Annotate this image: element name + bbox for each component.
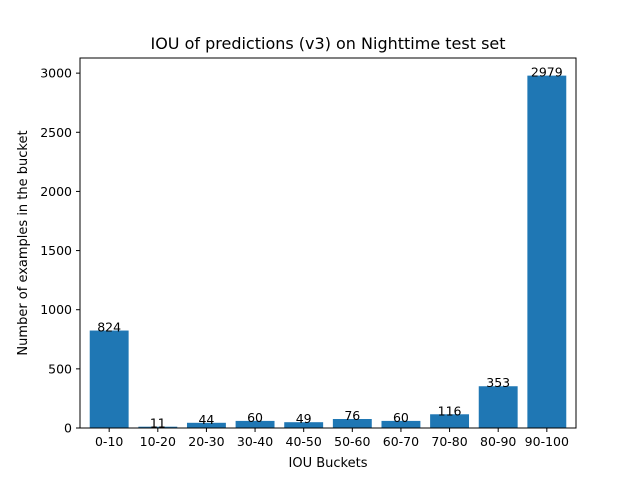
x-tick-label: 50-60	[334, 434, 370, 449]
y-axis-label: Number of examples in the bucket	[16, 130, 31, 355]
data-label-50-60: 76	[344, 408, 360, 423]
x-tick-label: 30-40	[237, 434, 273, 449]
y-tick-label: 2500	[40, 125, 72, 140]
bar-40-50	[284, 422, 324, 428]
data-label-60-70: 60	[393, 410, 409, 425]
x-tick-label: 70-80	[431, 434, 467, 449]
bars-layer: 824 11 44 60 49 76 60 116 353 2979	[89, 65, 567, 431]
x-tick-label: 10-20	[140, 434, 176, 449]
bar-20-30	[186, 422, 226, 428]
x-tick-label: 0-10	[95, 434, 123, 449]
data-label-80-90: 353	[486, 375, 510, 390]
bar-0-10	[89, 330, 129, 428]
bar-50-60	[332, 419, 372, 428]
bar-60-70	[381, 420, 421, 428]
y-tick-label: 1500	[40, 243, 72, 258]
bar-30-40	[235, 420, 275, 428]
y-tick-label: 3000	[40, 66, 72, 81]
bar-10-20	[138, 426, 178, 428]
data-label-10-20: 11	[150, 416, 166, 431]
data-label-90-100: 2979	[531, 65, 563, 80]
bar-70-80	[430, 414, 470, 428]
x-axis: 0-10 10-20 20-30 30-40 40-50 50-60 60-70 70-80 8…	[95, 428, 569, 449]
data-label-30-40: 60	[247, 410, 263, 425]
y-tick-label: 500	[48, 361, 72, 376]
data-label-70-80: 116	[438, 403, 462, 418]
bar-80-90	[478, 386, 518, 428]
x-tick-label: 90-100	[525, 434, 569, 449]
data-label-0-10: 824	[97, 320, 121, 335]
x-tick-label: 20-30	[188, 434, 224, 449]
y-tick-label: 0	[64, 421, 72, 436]
y-tick-label: 2000	[40, 184, 72, 199]
y-axis: 0 500 1000 1500 2000 2500 3000	[40, 66, 80, 436]
plot-frame	[79, 57, 577, 429]
x-axis-label: IOU Buckets	[289, 456, 368, 471]
x-tick-label: 80-90	[480, 434, 516, 449]
data-label-40-50: 49	[296, 411, 312, 426]
x-tick-label: 60-70	[383, 434, 419, 449]
chart-title: IOU of predictions (v3) on Nighttime tes…	[150, 34, 505, 53]
x-tick-label: 40-50	[286, 434, 322, 449]
bar-90-100	[527, 75, 567, 428]
data-label-20-30: 44	[198, 412, 214, 427]
y-tick-label: 1000	[40, 302, 72, 317]
